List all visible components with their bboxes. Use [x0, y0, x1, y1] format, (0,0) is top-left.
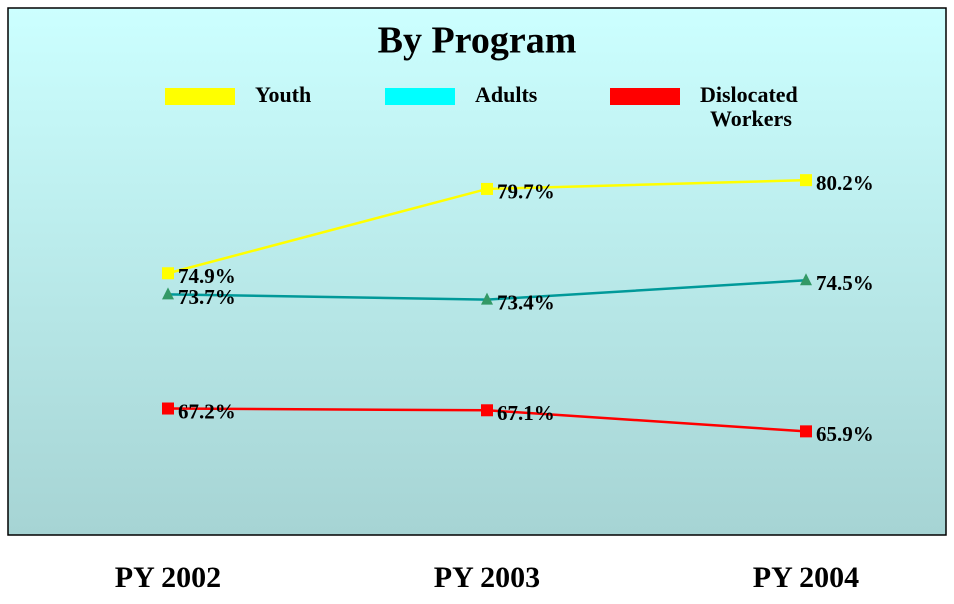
data-label: 73.7% [178, 285, 236, 309]
legend-swatch [610, 88, 680, 105]
marker [481, 182, 493, 195]
legend-label: Youth [255, 82, 311, 107]
legend-swatch [165, 88, 235, 105]
marker [481, 292, 493, 305]
data-label: 65.9% [816, 422, 874, 446]
marker [162, 402, 174, 415]
data-label: 73.4% [497, 290, 555, 314]
legend-label: Dislocated Workers [700, 82, 798, 131]
legend-swatch [385, 88, 455, 105]
data-label: 67.2% [178, 399, 236, 423]
marker [800, 273, 812, 286]
marker [800, 425, 812, 438]
marker [481, 404, 493, 417]
chart-title: By Program [378, 20, 577, 62]
data-label: 74.5% [816, 271, 874, 295]
data-label: 74.9% [178, 264, 236, 288]
data-label: 67.1% [497, 401, 555, 425]
data-label: 79.7% [497, 180, 555, 204]
x-tick-label: PY 2002 [115, 561, 221, 594]
x-tick-label: PY 2004 [753, 561, 859, 594]
marker [162, 267, 174, 280]
data-label: 80.2% [816, 171, 874, 195]
legend-label: Adults [475, 82, 538, 107]
x-tick-label: PY 2003 [434, 561, 540, 594]
marker [800, 174, 812, 187]
marker [162, 287, 174, 300]
